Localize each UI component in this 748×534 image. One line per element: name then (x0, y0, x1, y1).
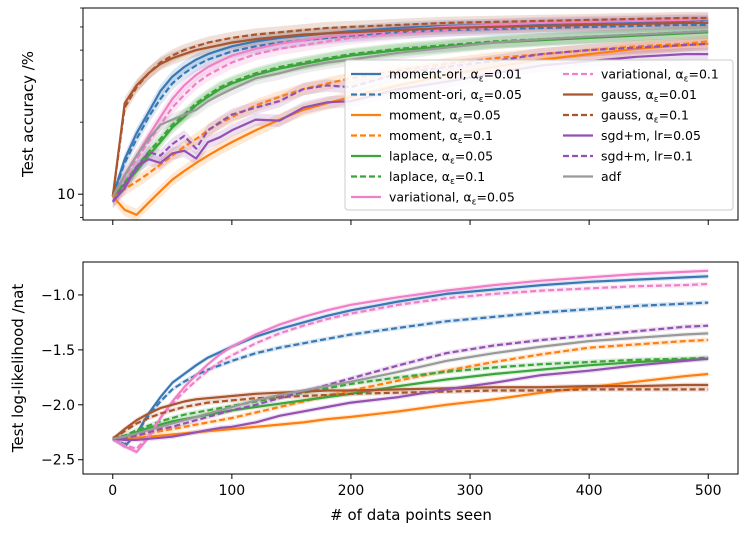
legend-label-gauss-alpha-0-1: gauss, αε=0.1 (601, 108, 689, 126)
loglik-band-moment-alpha-0-1 (112, 337, 709, 442)
legend-label-moment-ori-alpha-0-01: moment-ori, αε=0.01 (389, 67, 522, 85)
legend: moment-ori, αε=0.01 moment-ori, αε=0.05 mo… (344, 59, 734, 211)
loglik-xtick-label: 300 (457, 483, 484, 499)
accuracy-line-gauss-alpha-0-1 (111, 16, 709, 197)
accuracy-ytick-label: 10 (57, 187, 75, 203)
accuracy-panel: 10 Test accuracy /% moment-ori, αε=0.01m… (19, 7, 739, 225)
legend-label-adf: adf (601, 169, 622, 184)
loglik-line-gauss-alpha-0-01 (112, 383, 709, 440)
loglik-xtick-label: 0 (108, 483, 117, 499)
loglik-ytick-label: −2.5 (41, 453, 75, 469)
accuracy-plot-frame (82, 7, 739, 221)
accuracy-line-adf (111, 30, 709, 197)
loglik-ytick-label: −2.0 (41, 398, 75, 414)
accuracy-line-moment-ori-alpha-0-05 (111, 23, 709, 197)
legend-label-moment-ori-alpha-0-05: moment-ori, αε=0.05 (389, 87, 522, 105)
loglik-xtick-label: 400 (576, 483, 603, 499)
loglik-ytick-label: −1.5 (41, 343, 75, 359)
legend-label-sgd-m-lr-0-05: sgd+m, lr=0.05 (601, 128, 701, 143)
loglik-plot-frame (82, 261, 739, 475)
accuracy-line-variational-alpha-0-05 (111, 17, 709, 197)
loglik-xtick-label: 500 (695, 483, 722, 499)
legend-label-variational-alpha-0-1: variational, αε=0.1 (601, 67, 719, 85)
accuracy-line-gauss-alpha-0-01 (111, 21, 709, 197)
accuracy-band-sgd-m-lr-0-05 (112, 48, 709, 209)
x-axis-label: # of data points seen (330, 506, 492, 524)
legend-label-sgd-m-lr-0-1: sgd+m, lr=0.1 (601, 149, 693, 164)
loglik-line-sgd-m-lr-0-05 (112, 357, 709, 441)
loglik-line-laplace-alpha-0-05 (112, 357, 709, 440)
accuracy-band-laplace-alpha-0-1 (112, 25, 709, 203)
accuracy-ticks: 10 (57, 7, 709, 225)
legend-label-variational-alpha-0-05: variational, αε=0.05 (389, 190, 515, 208)
accuracy-line-sgd-m-lr-0-1 (111, 42, 709, 203)
loglik-line-variational-alpha-0-05 (112, 269, 709, 454)
loglik-line-variational-alpha-0-1 (112, 282, 709, 450)
loglik-line-moment-alpha-0-05 (112, 372, 709, 440)
loglik-xtick-label: 200 (338, 483, 365, 499)
loglik-line-moment-ori-alpha-0-01 (112, 275, 709, 448)
loglik-line-adf (112, 332, 709, 440)
loglik-series (112, 268, 709, 455)
loglik-line-moment-ori-alpha-0-05 (112, 301, 709, 446)
loglik-line-moment-alpha-0-1 (112, 338, 709, 440)
legend-label-laplace-alpha-0-05: laplace, αε=0.05 (389, 149, 493, 167)
accuracy-band-laplace-alpha-0-05 (112, 26, 709, 203)
loglik-panel: −1.0 −1.5 −2.0 −2.5 0 100 200 300 400 500 Test lo… (9, 261, 739, 524)
loglik-line-sgd-m-lr-0-1 (112, 324, 709, 440)
loglik-xtick-label: 100 (218, 483, 245, 499)
legend-label-gauss-alpha-0-01: gauss, αε=0.01 (601, 87, 697, 105)
legend-label-laplace-alpha-0-1: laplace, αε=0.1 (389, 169, 485, 187)
legend-box (344, 59, 734, 211)
legend-label-moment-alpha-0-05: moment, αε=0.05 (389, 108, 501, 126)
accuracy-line-laplace-alpha-0-05 (112, 31, 709, 198)
loglik-ylabel: Test log-likelihood /nat (9, 284, 27, 454)
accuracy-ylabel: Test accuracy /% (19, 51, 37, 178)
loglik-ytick-label: −1.0 (41, 288, 75, 304)
legend-label-moment-alpha-0-1: moment, αε=0.1 (389, 128, 493, 146)
loglik-ticks: −1.0 −1.5 −2.0 −2.5 0 100 200 300 400 500 (41, 288, 722, 499)
accuracy-line-moment-alpha-0-05 (111, 42, 709, 216)
